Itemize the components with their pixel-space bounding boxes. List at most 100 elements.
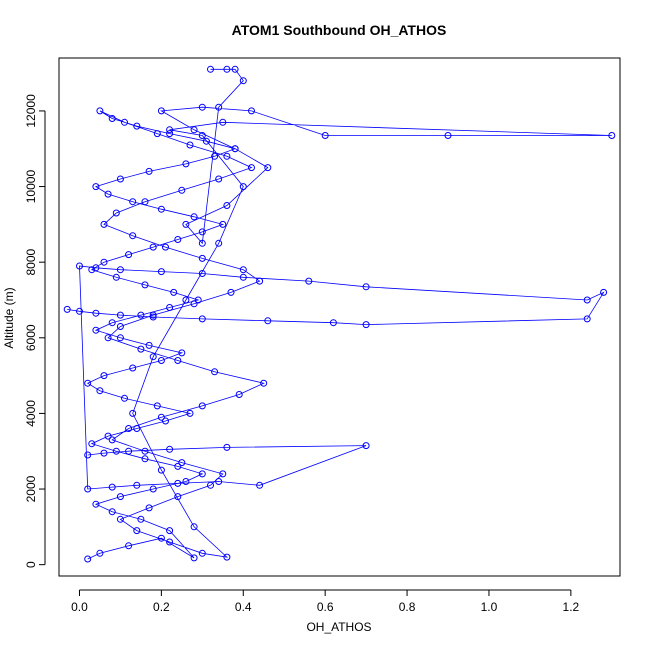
data-point (198, 254, 206, 262)
y-tick-label: 4000 (24, 400, 38, 427)
data-point (198, 228, 206, 236)
data-point (100, 258, 108, 266)
data-point (190, 213, 198, 221)
data-point (108, 483, 116, 491)
series-line (86, 68, 612, 560)
data-point (129, 198, 137, 206)
data-point (321, 132, 329, 139)
data-point (260, 379, 268, 387)
data-point (182, 478, 190, 485)
data-point (223, 202, 231, 209)
data-point (248, 164, 255, 172)
series-layer (63, 65, 616, 563)
data-point (444, 132, 452, 139)
data-point (116, 515, 124, 523)
data-point (583, 296, 591, 304)
data-point (182, 220, 190, 228)
data-point (125, 425, 133, 432)
data-point (223, 443, 231, 451)
data-point (133, 481, 141, 489)
data-point (145, 341, 153, 349)
data-point (198, 239, 206, 247)
data-point (104, 190, 112, 198)
data-point (84, 451, 92, 459)
data-point (583, 315, 591, 323)
data-point (215, 239, 223, 247)
data-point (104, 334, 112, 342)
data-point (198, 470, 206, 478)
axes-layer: 0.0 0.2 0.4 0.6 0.8 1.0 1.2 0 2000 4000 6000 8000 10… (24, 94, 580, 614)
data-point (166, 527, 174, 535)
data-point (145, 167, 153, 175)
data-point (76, 307, 83, 315)
data-point (116, 175, 124, 183)
data-point (153, 130, 161, 138)
x-tick-label: 0.0 (71, 600, 88, 614)
data-point (96, 107, 104, 115)
data-point (121, 118, 128, 126)
data-point (145, 504, 153, 512)
data-point (166, 538, 174, 546)
data-point (170, 288, 178, 296)
data-point (223, 553, 231, 561)
data-point (157, 357, 165, 364)
data-point (190, 126, 198, 134)
data-point (182, 160, 190, 168)
data-point (182, 296, 190, 304)
data-point (174, 357, 182, 364)
data-point (133, 425, 141, 432)
data-point (362, 442, 370, 450)
data-point (141, 455, 149, 463)
data-point (63, 305, 71, 313)
data-point (108, 319, 116, 327)
series-0 (84, 65, 616, 563)
x-tick-label: 0.2 (153, 600, 170, 614)
data-point (141, 447, 149, 455)
data-point (239, 183, 247, 191)
data-point (194, 296, 202, 304)
data-point (264, 164, 272, 172)
data-point (149, 353, 157, 361)
data-point (157, 268, 165, 276)
data-point (198, 270, 206, 277)
data-point (190, 554, 198, 562)
series-1 (63, 262, 608, 493)
data-point (157, 534, 165, 542)
data-point (96, 549, 104, 557)
data-point (137, 311, 145, 319)
data-point (112, 273, 120, 281)
data-point (149, 311, 157, 319)
data-point (141, 281, 149, 289)
data-point (88, 440, 96, 448)
data-point (84, 485, 92, 493)
data-point (104, 432, 112, 440)
y-tick-label: 0 (24, 561, 38, 568)
data-point (157, 205, 165, 213)
data-point (108, 115, 116, 122)
data-point (100, 449, 108, 457)
data-point (100, 372, 108, 380)
chart-title: ATOM1 Southbound OH_ATHOS (232, 22, 447, 38)
data-point (129, 409, 137, 417)
data-point (149, 243, 157, 251)
y-tick-label: 6000 (24, 324, 38, 351)
data-point (92, 309, 100, 317)
data-point (92, 264, 100, 272)
data-point (157, 413, 165, 421)
data-point (239, 266, 247, 274)
data-point (166, 126, 174, 134)
data-point (178, 459, 186, 467)
data-point (231, 65, 239, 73)
data-point (174, 236, 182, 243)
data-point (178, 186, 186, 194)
data-point (166, 130, 174, 138)
data-point (88, 266, 96, 274)
data-point (215, 103, 223, 111)
plot-frame (58, 57, 621, 577)
data-point (211, 152, 219, 160)
data-point (137, 345, 145, 353)
data-point (235, 391, 243, 398)
data-point (329, 319, 337, 327)
